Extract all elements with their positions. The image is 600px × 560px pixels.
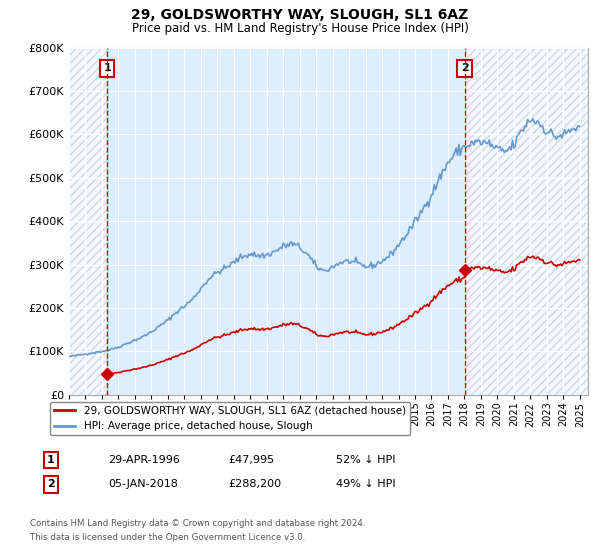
Text: 29-APR-1996: 29-APR-1996 (108, 455, 180, 465)
Bar (464, 48, 588, 395)
Text: 1: 1 (47, 455, 55, 465)
Text: Price paid vs. HM Land Registry's House Price Index (HPI): Price paid vs. HM Land Registry's House … (131, 22, 469, 35)
Text: 52% ↓ HPI: 52% ↓ HPI (336, 455, 395, 465)
Text: 05-JAN-2018: 05-JAN-2018 (108, 479, 178, 489)
Text: £288,200: £288,200 (228, 479, 281, 489)
Text: This data is licensed under the Open Government Licence v3.0.: This data is licensed under the Open Gov… (30, 533, 305, 542)
Text: 49% ↓ HPI: 49% ↓ HPI (336, 479, 395, 489)
Text: £47,995: £47,995 (228, 455, 274, 465)
Legend: 29, GOLDSWORTHY WAY, SLOUGH, SL1 6AZ (detached house), HPI: Average price, detac: 29, GOLDSWORTHY WAY, SLOUGH, SL1 6AZ (de… (50, 402, 410, 435)
Text: 1: 1 (103, 63, 111, 73)
Text: 2: 2 (47, 479, 55, 489)
Bar (69, 48, 107, 395)
Text: Contains HM Land Registry data © Crown copyright and database right 2024.: Contains HM Land Registry data © Crown c… (30, 519, 365, 528)
Text: 29, GOLDSWORTHY WAY, SLOUGH, SL1 6AZ: 29, GOLDSWORTHY WAY, SLOUGH, SL1 6AZ (131, 8, 469, 22)
Text: 2: 2 (461, 63, 469, 73)
